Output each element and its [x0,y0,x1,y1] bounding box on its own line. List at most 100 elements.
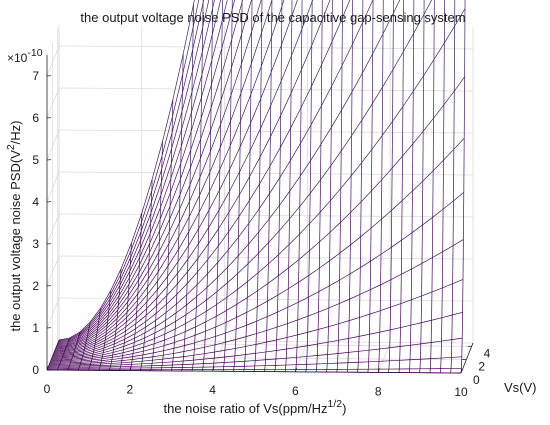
mesh-segment [145,320,156,328]
mesh-segment [77,332,89,340]
grid-line-x-floor [129,340,143,371]
mesh-segment [118,289,129,306]
mesh-segment [64,350,75,353]
mesh-segment [73,351,84,355]
mesh-segment [286,334,298,338]
mesh-segment [99,294,111,312]
mesh-segment [184,342,195,346]
mesh-segment [116,317,127,327]
mesh-segment [391,155,403,169]
mesh-segment [400,324,411,328]
mesh-segment [94,342,105,348]
mesh-segment [329,222,341,233]
mesh-segment [339,298,350,304]
mesh-segment [311,19,323,46]
z-axis-label-close: /Hz) [8,120,23,144]
mesh-segment [176,283,188,295]
mesh-segment [176,271,188,285]
mesh-segment [278,267,289,277]
mesh-segment [67,337,79,343]
mesh-segment [133,346,144,351]
mesh-segment [382,12,394,34]
mesh-segment [149,219,161,244]
mesh-segment [330,109,342,128]
mesh-segment [291,0,298,17]
mesh-segment [349,317,360,321]
y-tick-label: 2 [478,360,485,374]
mesh-segment [185,317,197,324]
mesh-segment [280,127,291,148]
mesh-segment [144,338,155,344]
mesh-segment [102,352,114,356]
mesh-segment [118,283,130,301]
mesh-segment [158,231,170,253]
mesh-segment [147,271,159,288]
mesh-segment [443,149,455,161]
mesh-segment [194,346,205,350]
mesh-segment [109,285,121,304]
mesh-segment [133,342,145,347]
mesh-segment [234,354,246,357]
mesh-segment [432,159,444,171]
mesh-segment [190,138,202,168]
mesh-segment [82,352,94,356]
mesh-segment [271,6,283,38]
mesh-segment [206,291,218,301]
mesh-segment [108,295,120,311]
grid-line-z-back [59,213,474,218]
mesh-segment [146,289,158,303]
grid-line-z-back [59,129,474,134]
mesh-segment [371,135,383,150]
mesh-segment [219,121,231,148]
mesh-segment [96,324,108,334]
mesh-segment [56,344,68,347]
mesh-segment [132,357,143,360]
mesh-segment [260,72,272,99]
mesh-segment [149,207,161,234]
mesh-segment [266,326,278,331]
mesh-segment [196,273,208,285]
mesh-segment [270,115,282,137]
mesh-segment [280,55,292,82]
grid-line-z-left [46,129,60,161]
y-tick-label: 0 [473,373,480,387]
mesh-segment [422,170,434,182]
mesh-segment [289,206,301,220]
mesh-segment [71,359,82,361]
mesh-segment [441,314,453,319]
mesh-segment [201,34,213,75]
mesh-segment [76,338,88,345]
x-tick-label: 2 [126,383,133,397]
mesh-segment [95,337,106,344]
mesh-segment [111,360,122,362]
mesh-segment [116,306,128,319]
mesh-segment [154,327,166,334]
mesh-segment [370,284,381,291]
mesh-segment [369,348,380,351]
mesh-segment [152,354,164,358]
mesh-segment [389,346,401,349]
mesh-segment [392,106,404,122]
mesh-segment [124,333,136,340]
mesh-segment [167,249,179,267]
mesh-segment [92,352,104,356]
mesh-segment [163,342,175,347]
mesh-segment [112,352,124,356]
mesh-segment [183,359,194,362]
mesh-segment [401,190,413,201]
z-tick-label: 5 [32,153,39,167]
mesh-segment [239,176,250,196]
mesh-segment [169,179,181,207]
z-scale-factor: ×10-10 [7,47,43,65]
mesh-segment [452,279,464,285]
mesh-segment [122,353,134,356]
mesh-segment [390,327,401,331]
mesh-segment [88,320,100,331]
mesh-segment [193,353,205,356]
mesh-segment [291,29,303,56]
mesh-segment [200,84,212,119]
mesh-segment [94,339,106,346]
mesh-segment [150,182,162,213]
mesh-segment [162,361,173,363]
mesh-segment [301,1,313,30]
